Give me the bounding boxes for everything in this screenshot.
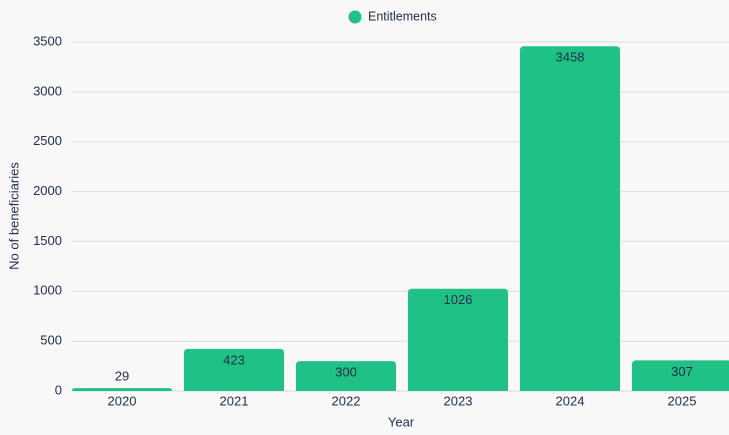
bar bbox=[520, 46, 620, 392]
y-tick-label: 1000 bbox=[33, 283, 62, 298]
y-axis-label: No of beneficiaries bbox=[6, 162, 21, 270]
x-tick-label: 2025 bbox=[668, 393, 697, 408]
x-tick-label: 2023 bbox=[444, 393, 473, 408]
value-label: 300 bbox=[335, 365, 357, 380]
x-axis-label: Year bbox=[388, 414, 415, 429]
y-tick-label: 2500 bbox=[33, 133, 62, 148]
y-tick-label: 2000 bbox=[33, 183, 62, 198]
bar bbox=[408, 288, 508, 391]
bar bbox=[632, 360, 729, 391]
value-label: 307 bbox=[671, 364, 693, 379]
x-tick-label: 2021 bbox=[220, 393, 249, 408]
y-tick-label: 500 bbox=[40, 333, 62, 348]
x-tick-label: 2020 bbox=[108, 393, 137, 408]
y-tick-label: 1500 bbox=[33, 233, 62, 248]
y-tick-label: 0 bbox=[55, 382, 62, 397]
value-label: 29 bbox=[115, 369, 129, 384]
bar bbox=[72, 388, 172, 391]
x-tick-label: 2024 bbox=[556, 393, 585, 408]
y-tick-label: 3500 bbox=[33, 33, 62, 48]
x-tick-label: 2022 bbox=[332, 393, 361, 408]
bar bbox=[184, 348, 284, 391]
y-tick-label: 3000 bbox=[33, 83, 62, 98]
legend-label: Entitlements bbox=[368, 9, 437, 23]
value-label: 423 bbox=[223, 352, 245, 367]
value-label: 1026 bbox=[444, 292, 473, 307]
value-label: 3458 bbox=[556, 50, 585, 65]
legend-swatch bbox=[348, 10, 362, 24]
bar bbox=[296, 361, 396, 391]
